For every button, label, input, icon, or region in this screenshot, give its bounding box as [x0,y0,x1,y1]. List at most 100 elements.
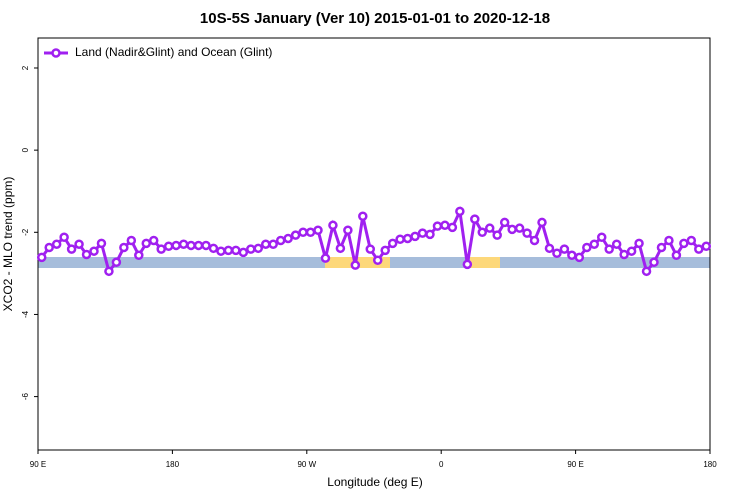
plot-frame [37,37,711,451]
data-point [589,239,600,249]
data-point [402,233,413,244]
data-point [679,238,689,249]
x-tick-label: 90 E [30,460,46,469]
data-point [380,245,390,256]
data-point [484,223,495,233]
data-point [238,247,249,258]
data-point [163,241,174,252]
data-point [186,240,196,251]
y-tick-label: -2 [21,228,30,236]
data-point [141,238,152,249]
data-point [432,221,443,231]
y-tick-label: 0 [21,147,30,152]
data-point [44,242,54,253]
data-point [216,246,226,256]
data-point [59,232,69,242]
data-point [298,227,308,238]
data-point [552,248,562,258]
legend-marker [51,48,61,58]
data-point [81,249,92,260]
data-point [701,241,712,252]
data-point [328,220,338,231]
data-point [96,238,107,249]
data-point [343,225,353,235]
data-point [626,246,637,256]
data-point [537,217,547,228]
data-point [51,239,62,249]
data-point [313,225,323,235]
data-point [193,240,204,251]
data-point [290,230,301,240]
data-point [89,246,99,256]
data-point [223,245,234,256]
data-point [611,239,622,249]
data-point [671,250,682,261]
x-axis-label: Longitude (deg E) [327,475,422,489]
data-point [694,244,704,254]
data-point [365,244,376,254]
data-point [582,242,592,253]
x-tick-label: 90 E [567,460,583,469]
data-point [507,224,517,235]
data-point [410,231,420,242]
data-point [119,242,129,253]
data-point [462,259,473,270]
data-point [641,266,652,277]
data-point [134,250,144,261]
data-point [372,255,383,265]
data-point [455,206,465,217]
data-point [447,222,458,233]
data-point [104,266,114,277]
data-point [350,260,361,270]
data-point [171,240,181,251]
legend-label: Land (Nadir&Glint) and Ocean (Glint) [75,45,272,59]
data-point [477,227,488,238]
data-point [567,250,577,261]
data-point [649,257,659,268]
data-point [499,217,510,228]
x-tick-label: 180 [703,460,717,469]
y-axis-label: XCO2 - MLO trend (ppm) [1,177,15,312]
data-point [425,229,435,240]
data-point [492,230,502,240]
data-point [36,252,47,263]
x-tick-label: 0 [439,460,444,469]
data-point [201,240,211,251]
data-point [156,244,166,254]
data-point [656,242,667,253]
data-point [574,252,585,263]
data-point [253,243,264,254]
data-point [111,257,122,268]
data-point [395,234,405,245]
data-point [604,244,614,254]
data-point [74,239,84,249]
data-point [260,239,271,249]
data-point [208,243,219,254]
data-point [529,235,540,246]
data-point [320,253,331,263]
data-point [544,243,555,254]
data-point [358,211,368,222]
data-point [148,235,159,246]
data-point [126,235,137,246]
data-point [387,238,398,249]
data-point [619,249,629,260]
data-point [283,233,293,244]
data-point [305,227,316,238]
y-tick-label: -6 [21,392,30,400]
x-tick-label: 180 [166,460,180,469]
data-point [686,235,697,246]
data-point [634,238,644,249]
data-point [470,214,480,224]
data-point [522,228,532,238]
data-point [440,220,450,231]
data-point [514,223,525,233]
land-strip [470,257,500,268]
data-point [417,228,428,238]
chart-title: 10S-5S January (Ver 10) 2015-01-01 to 20… [200,10,550,27]
data-point [559,244,570,254]
data-point [596,232,607,242]
data-point [231,245,241,256]
data-point [275,235,286,246]
